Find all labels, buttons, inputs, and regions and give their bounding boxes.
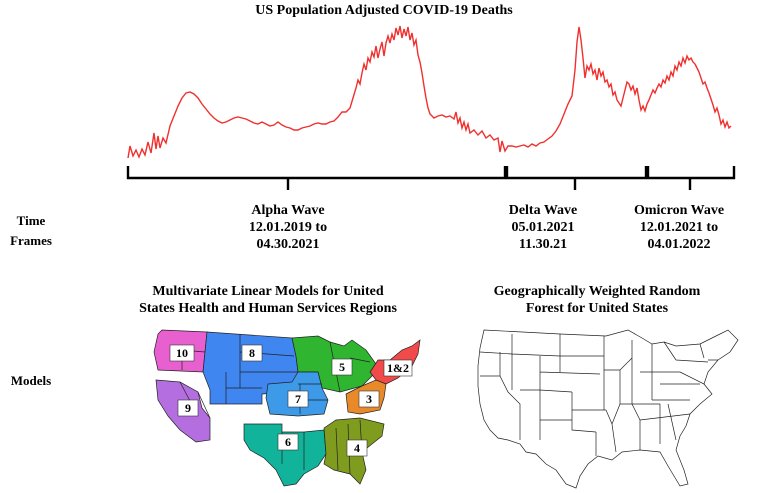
gwrf-title: Geographically Weighted Random Forest fo… (462, 283, 732, 317)
region-label-8: 8 (241, 344, 263, 362)
svg-text:9: 9 (185, 401, 191, 415)
row-label-models: Models (10, 373, 52, 388)
svg-text:8: 8 (249, 346, 255, 360)
timeline-bracket-omicron (646, 166, 736, 190)
omicron-wave-label: Omicron Wave 12.01.2021 to 04.01.2022 (614, 202, 744, 253)
region-label-6: 6 (277, 433, 299, 451)
svg-text:5: 5 (339, 360, 345, 374)
region-6-shape (243, 423, 327, 487)
svg-text:1&2: 1&2 (387, 361, 409, 375)
region-label-7: 7 (287, 390, 309, 408)
gwrf-title-line-1: Geographically Weighted Random (493, 284, 701, 299)
delta-wave-label: Delta Wave 05.01.2021 11.30.21 (493, 202, 593, 253)
row-label-time-text: Time Frames (10, 213, 52, 248)
svg-text:10: 10 (176, 346, 188, 360)
timeline-bracket-delta (505, 166, 648, 190)
region-label-5: 5 (331, 358, 353, 376)
region-label-9: 9 (177, 399, 199, 417)
wave-start: 12.01.2021 to (639, 220, 719, 235)
mlm-title-line-1: Multivariate Linear Models for United (152, 284, 384, 299)
timeline-bracket-alpha (126, 166, 507, 190)
mlm-title: Multivariate Linear Models for United St… (118, 283, 418, 317)
wave-name: Alpha Wave (251, 203, 325, 218)
wave-end: 04.01.2022 (647, 237, 711, 252)
gwrf-title-line-2: Forest for United States (525, 301, 669, 316)
svg-text:6: 6 (285, 435, 291, 449)
alpha-wave-label: Alpha Wave 12.01.2019 to 04.30.2021 (208, 202, 368, 253)
mlm-title-line-2: States Health and Human Services Regions (139, 301, 397, 316)
region-labels: 10 8 5 1&2 7 3 9 6 4 (169, 344, 413, 457)
svg-text:4: 4 (354, 441, 360, 455)
wave-name: Omicron Wave (633, 203, 725, 218)
deaths-curve (127, 25, 732, 159)
region-label-4: 4 (346, 439, 368, 457)
wave-start: 12.01.2019 to (248, 220, 328, 235)
region-label-3: 3 (358, 390, 380, 408)
wave-name: Delta Wave (508, 203, 578, 218)
svg-text:7: 7 (295, 392, 301, 406)
wave-end: 11.30.21 (518, 237, 568, 252)
row-label-time-frames: Time Frames (0, 211, 62, 251)
hhs-regions-map (153, 329, 421, 487)
wave-end: 04.30.2021 (256, 237, 320, 252)
chart-title: US Population Adjusted COVID-19 Deaths (255, 3, 513, 18)
region-label-1-2: 1&2 (383, 359, 413, 377)
us-states-map (477, 329, 739, 489)
wave-start: 05.01.2021 (511, 220, 575, 235)
region-label-10: 10 (169, 344, 195, 362)
svg-text:3: 3 (366, 392, 372, 406)
